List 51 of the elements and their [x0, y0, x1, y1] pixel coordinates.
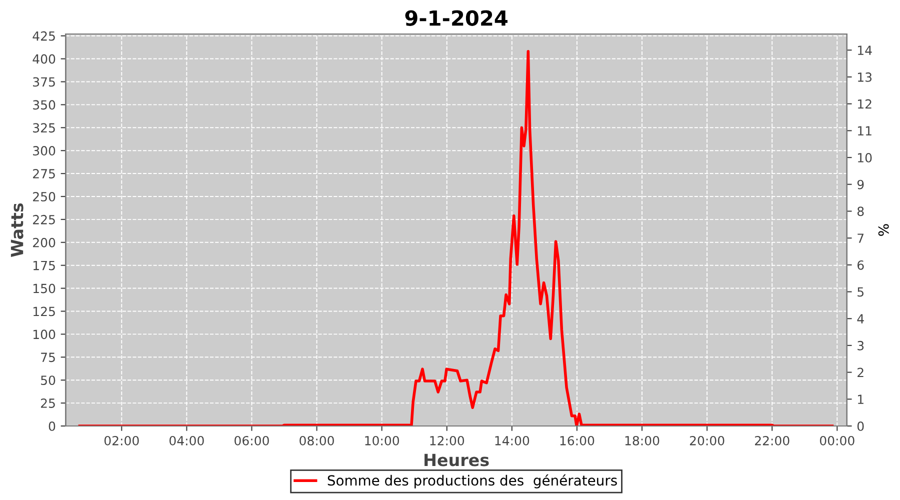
- y-tick-label: 125: [33, 306, 55, 316]
- y-tick-label: 275: [33, 169, 55, 178]
- y2-tick-label: 12: [858, 99, 872, 109]
- y-tick-label: 375: [33, 77, 55, 87]
- x-tick-label: 04:00: [170, 436, 204, 446]
- y2-tick-label: 14: [858, 46, 872, 55]
- y-tick-label: 175: [33, 260, 55, 270]
- y2-tick-label: 3: [858, 340, 864, 350]
- x-tick-label: 14:00: [495, 436, 530, 446]
- y-tick-label: 300: [33, 146, 56, 156]
- y-tick-label: 425: [32, 31, 55, 41]
- y2-axis-title: %: [878, 224, 889, 236]
- x-tick-label: 10:00: [365, 436, 400, 446]
- y2-tick-label: 13: [858, 72, 872, 82]
- y2-tick-label: 7: [858, 234, 864, 243]
- y-tick-label: 75: [41, 352, 55, 362]
- y2-tick-label: 9: [857, 180, 864, 190]
- y-tick-label: 50: [41, 376, 56, 386]
- y-tick-label: 225: [33, 214, 55, 224]
- x-tick-label: 02:00: [104, 436, 139, 446]
- y-axis-title: Watts: [10, 203, 24, 257]
- y-tick-label: 25: [40, 398, 55, 408]
- y2-tick-label: 2: [858, 368, 864, 378]
- y2-tick-label: 0: [857, 421, 864, 431]
- line-series: [78, 50, 834, 426]
- y-tick-label: 350: [33, 100, 56, 110]
- x-tick-label: 18:00: [625, 436, 660, 446]
- y-tick-label: 100: [33, 330, 56, 340]
- y-tick-label: 150: [33, 284, 56, 294]
- y-tick-label: 0: [48, 421, 56, 431]
- x-tick-label: 12:00: [430, 436, 464, 446]
- y-tick-label: 400: [32, 54, 56, 64]
- y2-tick-label: 11: [858, 126, 872, 136]
- x-axis-title: Heures: [424, 454, 489, 466]
- y-tick-label: 250: [33, 192, 56, 202]
- x-tick-label: 00:00: [820, 436, 854, 446]
- legend-label: Somme des productions des générateurs: [328, 474, 617, 488]
- x-tick-label: 06:00: [234, 436, 269, 446]
- y2-tick-label: 10: [858, 152, 872, 162]
- y2-tick-label: 8: [857, 206, 864, 216]
- y-tick-label: 200: [33, 238, 56, 248]
- x-tick-label: 16:00: [560, 436, 594, 446]
- y2-tick-label: 4: [857, 314, 864, 324]
- x-tick-label: 08:00: [300, 436, 334, 446]
- chart-title: 9-1-2024: [405, 10, 508, 26]
- y2-tick-label: 5: [858, 287, 864, 297]
- x-tick-label: 22:00: [755, 436, 790, 446]
- x-tick-label: 20:00: [690, 436, 724, 446]
- y-tick-label: 325: [33, 123, 55, 133]
- y2-tick-label: 6: [857, 260, 864, 270]
- y2-tick-label: 1: [858, 394, 864, 404]
